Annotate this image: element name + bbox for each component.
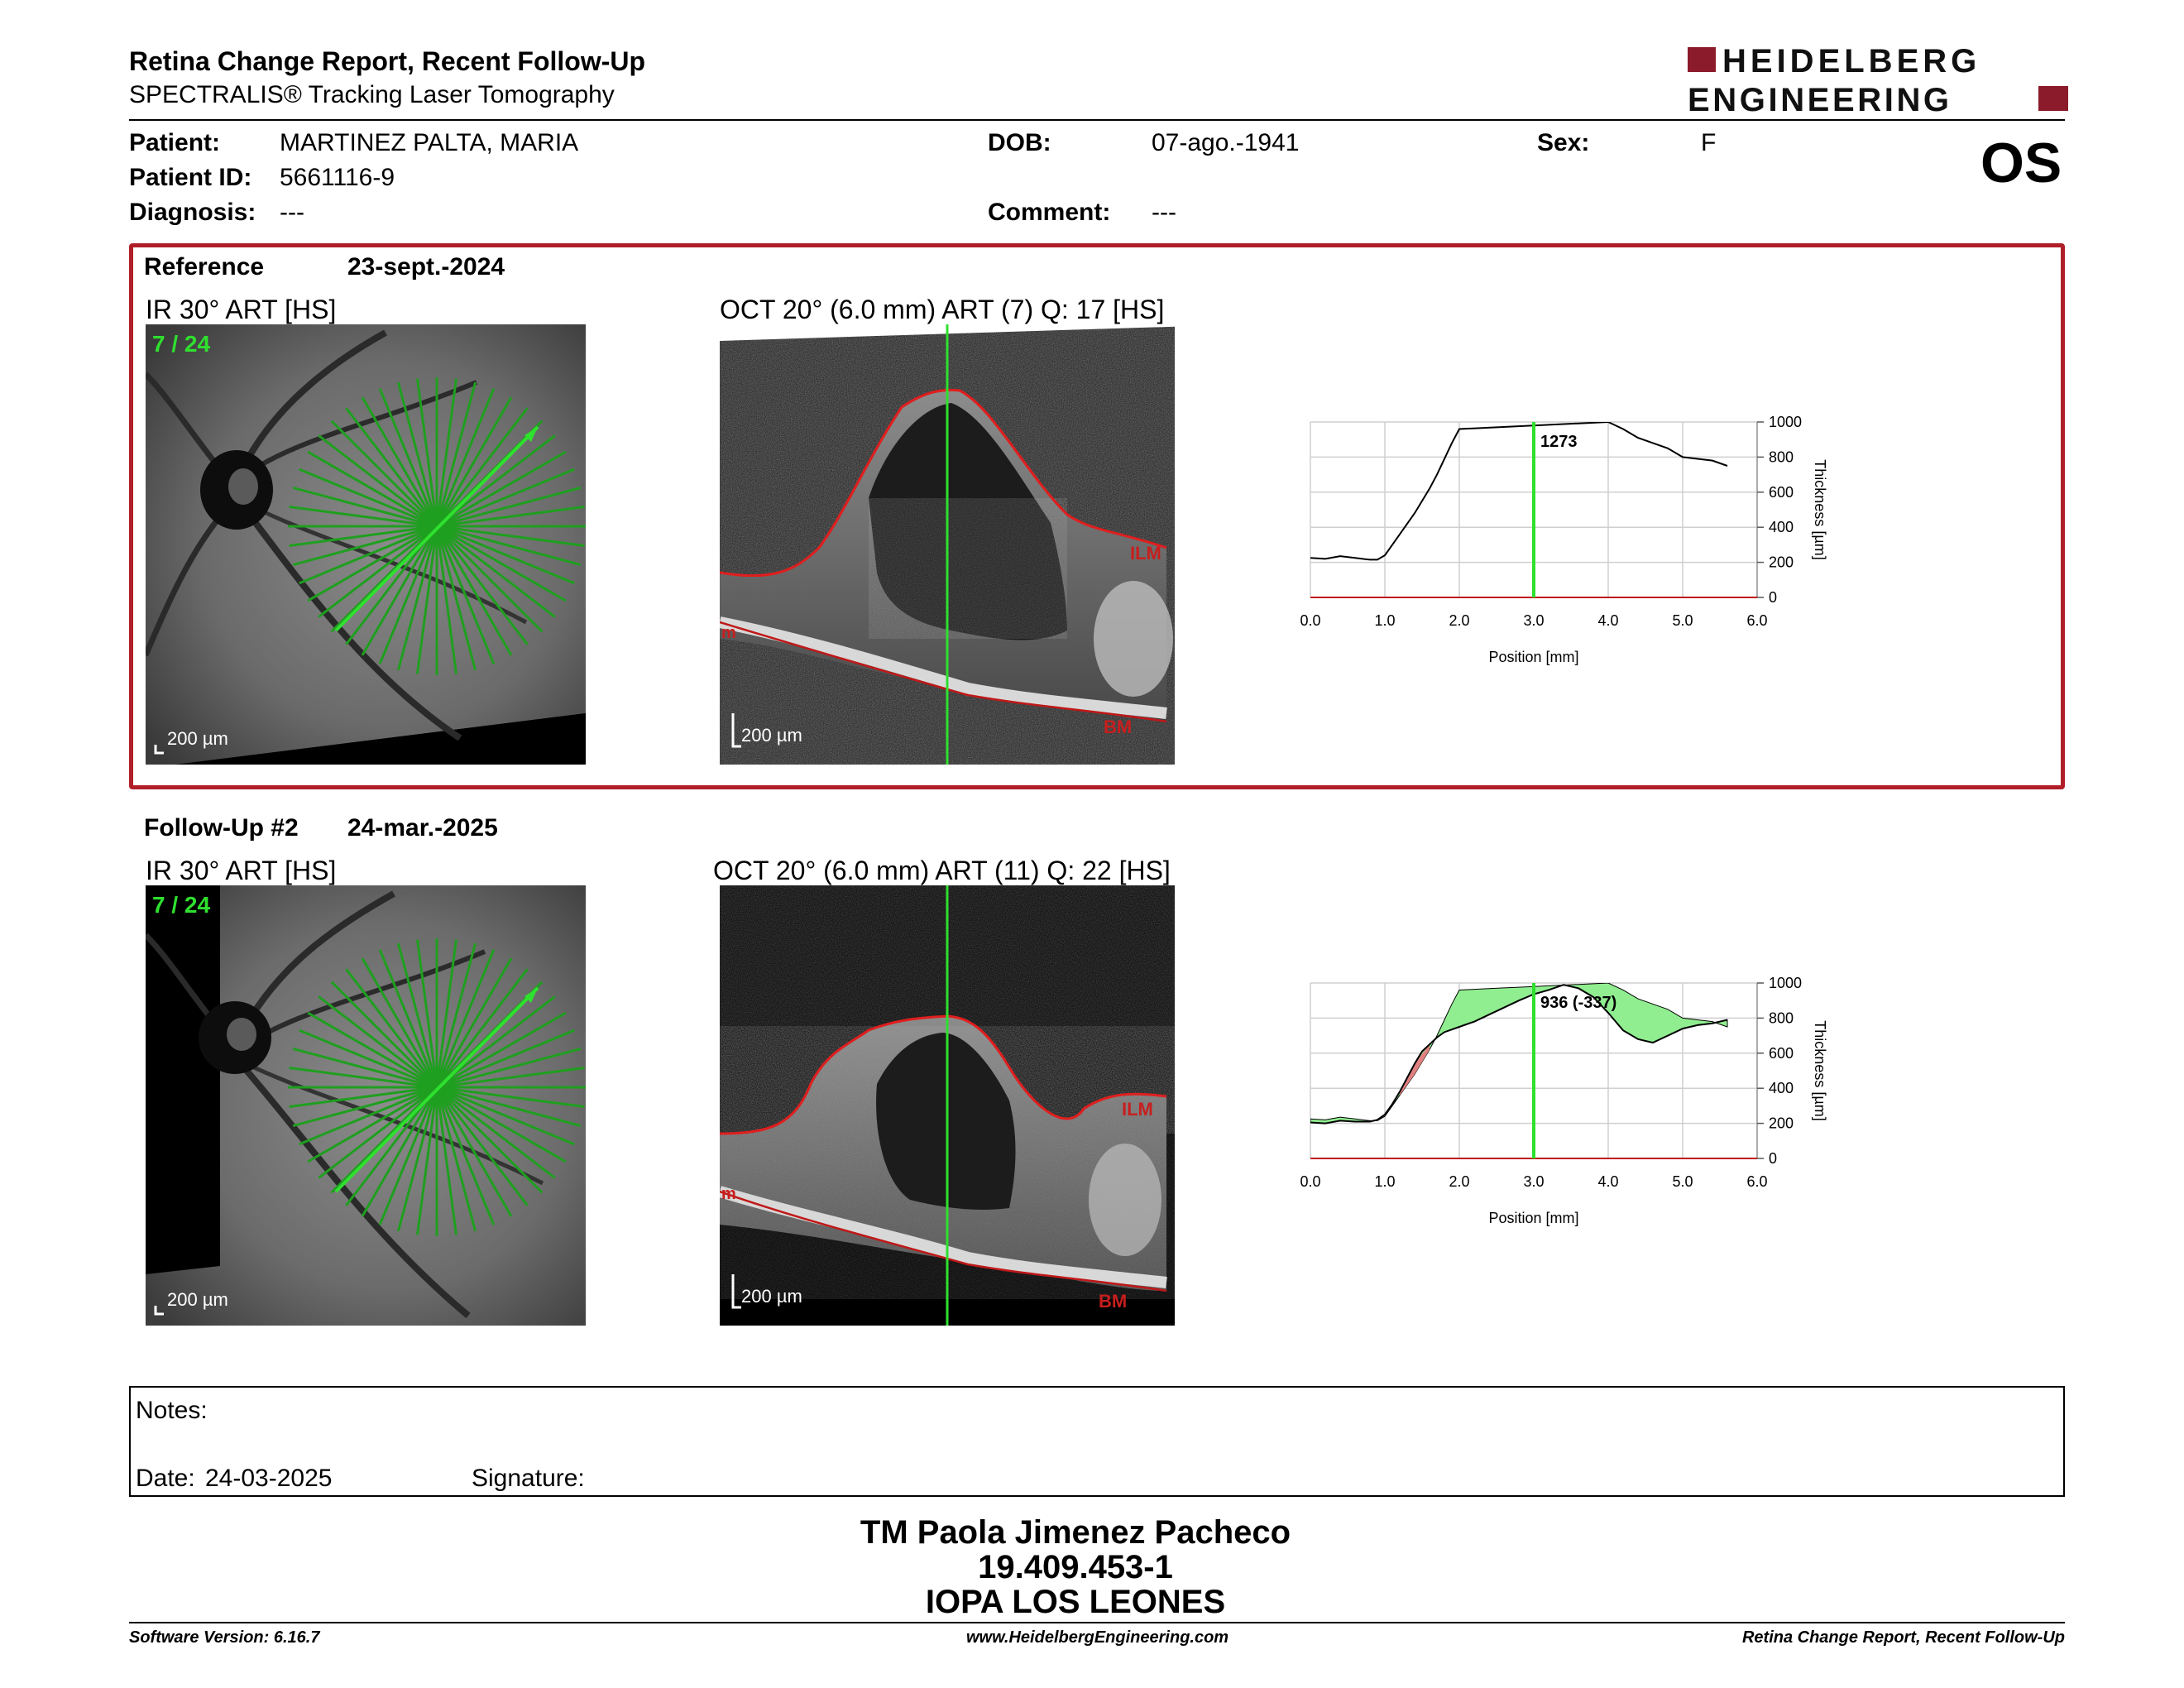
- eye-laterality: OS: [1980, 132, 2062, 194]
- chart-loss-area: [1400, 1044, 1430, 1096]
- followup-slice-counter: 7 / 24: [152, 892, 211, 918]
- radial-scan-line: [289, 1067, 585, 1108]
- chart-x-tick-label: 0.0: [1300, 612, 1320, 629]
- followup-m-label: m: [721, 1185, 736, 1203]
- chart-marker-label: 936 (-337): [1540, 994, 1616, 1012]
- reference-oct-scale: 200 µm: [741, 725, 802, 746]
- chart-x-tick-label: 3.0: [1523, 1173, 1544, 1190]
- reference-ir-caption: IR 30° ART [HS]: [146, 295, 337, 324]
- chart-x-tick-label: 0.0: [1300, 1173, 1320, 1190]
- chart-x-tick-label: 4.0: [1597, 1173, 1618, 1190]
- chart-x-tick-label: 2.0: [1449, 612, 1469, 629]
- chart-y-tick-label: 200: [1769, 1115, 1794, 1132]
- reference-ir-scale: 200 µm: [167, 728, 228, 749]
- reference-thickness-chart: 1273 0.0 1.0 2.0 3.0 4.0 5.0 6.0 0 200 400 600 800 10…: [1291, 405, 1870, 679]
- reference-m-label: m: [721, 624, 736, 642]
- chart-y-tick-label: 200: [1769, 554, 1794, 571]
- reference-bm-label: BM: [1104, 717, 1133, 737]
- chart-x-tick-label: 1.0: [1374, 1173, 1395, 1190]
- report-subtitle: SPECTRALIS® Tracking Laser Tomography: [129, 81, 615, 108]
- diagnosis-label: Diagnosis:: [129, 199, 256, 226]
- notes-label: Notes:: [136, 1397, 208, 1424]
- followup-ir-image[interactable]: 7 / 24 200 µm: [146, 885, 586, 1326]
- chart-marker-label: 1273: [1540, 433, 1578, 451]
- dob-label: DOB:: [988, 129, 1051, 156]
- svg-text:ENGINEERING: ENGINEERING: [1688, 82, 1952, 117]
- reference-oct-caption: OCT 20° (6.0 mm) ART (7) Q: 17 [HS]: [720, 295, 1165, 324]
- signature-label: Signature:: [472, 1465, 585, 1492]
- signatory-institution: IOPA LOS LEONES: [925, 1584, 1226, 1620]
- chart-x-axis-label: Position [mm]: [1488, 1210, 1578, 1226]
- chart-x-tick-label: 5.0: [1672, 1173, 1693, 1190]
- chart-y-tick-label: 1000: [1769, 975, 1802, 991]
- chart-x-tick-label: 6.0: [1746, 612, 1767, 629]
- chart-y-tick-label: 800: [1769, 1009, 1794, 1026]
- chart-x-tick-label: 4.0: [1597, 612, 1618, 629]
- chart-x-tick-label: 3.0: [1523, 612, 1544, 629]
- chart-y-tick-label: 600: [1769, 1045, 1794, 1062]
- chart-y-tick-label: 0: [1769, 589, 1777, 606]
- svg-text:HEIDELBERG: HEIDELBERG: [1722, 43, 1980, 79]
- dob-value: 07-ago.-1941: [1152, 129, 1300, 156]
- chart-thickness-line: [1310, 422, 1728, 561]
- chart-x-tick-label: 5.0: [1672, 612, 1693, 629]
- notes-date-label: Date:: [136, 1465, 195, 1492]
- followup-ilm-label: ILM: [1122, 1099, 1153, 1120]
- notes-date: 24-03-2025: [205, 1465, 333, 1492]
- patient-id: 5661116-9: [280, 164, 395, 191]
- followup-date: 24-mar.-2025: [347, 814, 498, 842]
- radial-scan-line: [289, 506, 585, 547]
- followup-label: Follow-Up #2: [144, 814, 299, 842]
- reference-panel: [129, 243, 2065, 789]
- followup-oct-caption: OCT 20° (6.0 mm) ART (11) Q: 22 [HS]: [713, 856, 1171, 885]
- chart-y-axis-label: Thickness [µm]: [1812, 459, 1828, 559]
- footer-website[interactable]: www.HeidelbergEngineering.com: [966, 1628, 1229, 1647]
- followup-oct-image[interactable]: ILM BM m 200 µm: [720, 885, 1175, 1326]
- followup-bm-label: BM: [1099, 1291, 1128, 1312]
- reference-ir-image[interactable]: 7 / 24 200 µm: [146, 324, 586, 765]
- software-version: Software Version: 6.16.7: [129, 1628, 320, 1647]
- notes-box[interactable]: [129, 1386, 2065, 1497]
- chart-y-tick-label: 600: [1769, 484, 1794, 501]
- chart-y-tick-label: 0: [1769, 1150, 1777, 1167]
- chart-y-tick-label: 800: [1769, 448, 1794, 465]
- followup-ir-caption: IR 30° ART [HS]: [146, 856, 337, 885]
- diagnosis-value: ---: [280, 199, 304, 226]
- patient-id-label: Patient ID:: [129, 164, 252, 191]
- signatory-rut: 19.409.453-1: [978, 1549, 1173, 1585]
- chart-x-axis-label: Position [mm]: [1488, 649, 1578, 665]
- chart-x-tick-label: 6.0: [1746, 1173, 1767, 1190]
- reference-oct-image[interactable]: ILM BM m 200 µm: [720, 324, 1175, 765]
- sex-value: F: [1701, 129, 1717, 156]
- chart-thickness-line: [1310, 984, 1728, 1125]
- comment-value: ---: [1152, 199, 1176, 226]
- chart-y-tick-label: 400: [1769, 519, 1794, 535]
- reference-label: Reference: [144, 253, 265, 281]
- heidelberg-logo: HEIDELBERG ENGINEERING: [1688, 43, 2068, 118]
- chart-x-tick-label: 1.0: [1374, 612, 1395, 629]
- patient-name: MARTINEZ PALTA, MARIA: [280, 129, 579, 156]
- reference-slice-counter: 7 / 24: [152, 331, 211, 357]
- chart-y-tick-label: 1000: [1769, 414, 1802, 430]
- chart-x-tick-label: 2.0: [1449, 1173, 1469, 1190]
- reference-date: 23-sept.-2024: [347, 253, 505, 281]
- reference-ilm-label: ILM: [1130, 543, 1161, 563]
- comment-label: Comment:: [988, 199, 1111, 226]
- signatory-name: TM Paola Jimenez Pacheco: [860, 1514, 1291, 1551]
- chart-y-tick-label: 400: [1769, 1080, 1794, 1096]
- sex-label: Sex:: [1537, 129, 1590, 156]
- patient-label: Patient:: [129, 129, 221, 156]
- report-title: Retina Change Report, Recent Follow-Up: [129, 46, 646, 76]
- followup-oct-scale: 200 µm: [741, 1286, 802, 1307]
- followup-ir-scale: 200 µm: [167, 1289, 228, 1310]
- chart-y-axis-label: Thickness [µm]: [1812, 1020, 1828, 1120]
- footer-report-name: Retina Change Report, Recent Follow-Up: [1741, 1628, 2065, 1647]
- followup-thickness-chart: 936 (-337) 0.0 1.0 2.0 3.0 4.0 5.0 6.0 0 200 400 60…: [1291, 966, 1870, 1240]
